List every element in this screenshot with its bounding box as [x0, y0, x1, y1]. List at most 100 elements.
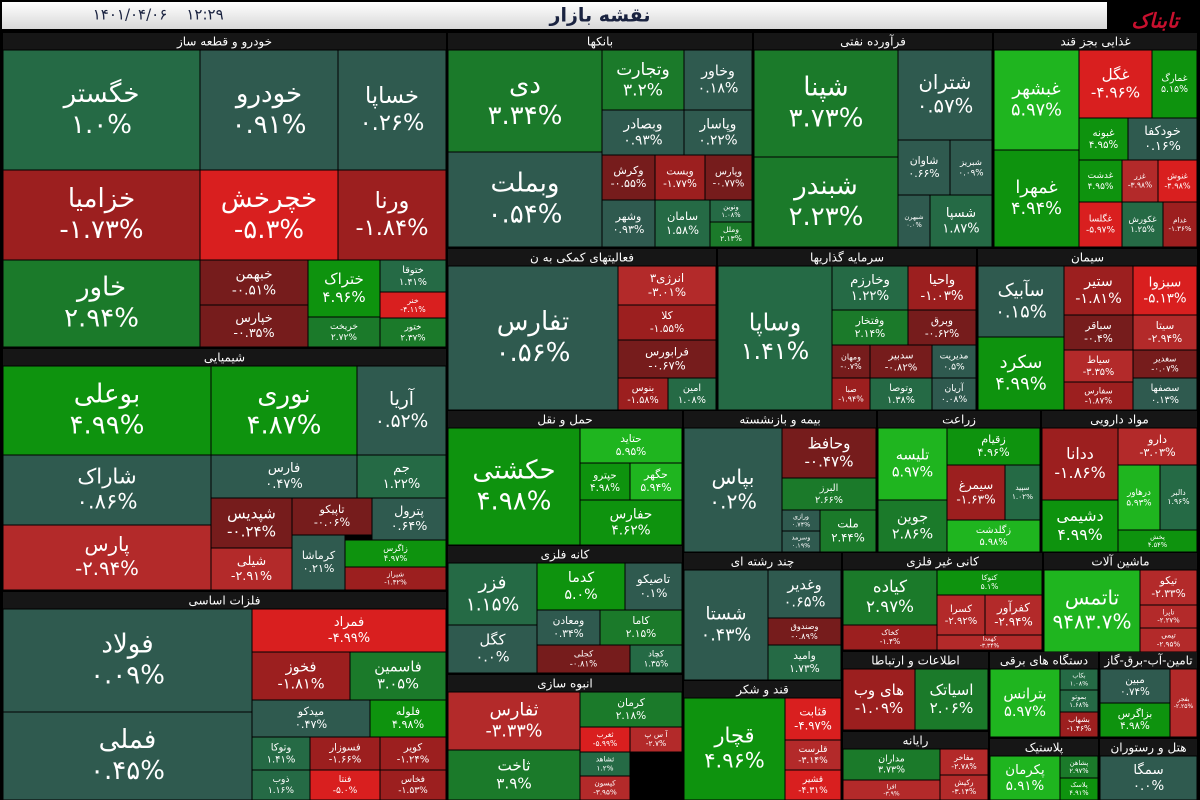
tile: [1043, 569, 1141, 653]
sector-header: [878, 411, 1040, 428]
tile-name: جوین: [897, 509, 928, 525]
tile-name: کرمان: [617, 697, 646, 709]
tile-change: ۰.۲۱%: [303, 562, 335, 575]
tile-change: ۱.۱۵%: [466, 595, 519, 616]
tile-change: ۰.۰%: [906, 221, 922, 229]
tile-change: -۳.۱۴%: [952, 787, 977, 796]
tile-name: کاما: [632, 615, 650, 627]
tile: [907, 265, 977, 311]
tile: [447, 624, 538, 674]
tile-name: سمگا: [1133, 762, 1163, 778]
tile-name: غکورش: [1128, 215, 1157, 225]
tile-change: -۱.۷۳%: [59, 215, 143, 245]
tile-change: -۰.۵۱%: [232, 283, 276, 299]
sector-header: [990, 739, 1098, 756]
tile-name: کویر: [403, 743, 422, 754]
tile-name: بنوس: [632, 383, 654, 394]
tile-change: -۲.۹۴%: [1148, 333, 1182, 345]
tile-name: غدام: [1173, 215, 1187, 224]
tile-name: وخاور: [700, 64, 735, 80]
tile-name: قلرست: [799, 745, 828, 755]
tile: [1063, 265, 1134, 316]
sector-name: کانی غیر فلزی: [906, 555, 979, 570]
tile-name: سفارس: [1084, 385, 1112, 395]
tile-name: حتاید: [620, 433, 641, 445]
tile-change: -۰.۰۷%: [1151, 364, 1178, 374]
sector-header: [994, 33, 1197, 50]
tile-change: -۲.۹۵%: [1157, 639, 1181, 648]
tile-name: خنر: [406, 296, 419, 305]
tile-change: ۵.۱%: [981, 582, 999, 591]
tile-change: ۰.۱۹%: [792, 542, 810, 549]
tile-change: ۲.۶۶%: [815, 495, 843, 506]
logo: تابناک: [1131, 9, 1181, 33]
sector-header: [1042, 411, 1197, 428]
tile-name: ومعادن: [553, 615, 585, 627]
tile-name: پارس: [84, 533, 129, 556]
tile-name: بپاس: [712, 465, 755, 489]
tile-name: خگستر: [62, 78, 140, 109]
tile-change: -۲.۹۲%: [945, 616, 977, 627]
tile: [1117, 464, 1161, 531]
tile-change: ۱.۹۶%: [1167, 497, 1189, 506]
sector-header: [1100, 739, 1197, 756]
tile: [1159, 464, 1198, 531]
tile: [379, 317, 447, 348]
tile: [356, 454, 447, 499]
tile-name: غگل: [1102, 65, 1130, 83]
tile-name: پخش: [1150, 533, 1165, 541]
tile-name: فسوزار: [328, 743, 361, 754]
sector-name: حمل و نقل: [537, 413, 592, 428]
tile-name: ثاخت: [497, 756, 530, 774]
tile-name: غگلسا: [1089, 213, 1113, 225]
tile-name: سکرد: [1000, 352, 1043, 373]
tile-change: -۰.۷۷%: [713, 178, 745, 189]
tile: [977, 336, 1065, 411]
tile: [1127, 117, 1198, 161]
sector-header: [684, 553, 841, 570]
tile-change: ۱.۰۸%: [1070, 680, 1088, 687]
tile-name: فزر: [477, 572, 506, 593]
tile-name: تفارس: [497, 307, 570, 337]
tile-name: قچار: [713, 722, 754, 747]
tile-change: ۳.۰۵%: [377, 677, 419, 693]
tile-name: ددانا: [1066, 444, 1094, 463]
tile-name: شاراک: [77, 464, 136, 489]
tile-name: حگهر: [643, 468, 668, 481]
tile-change: -۲.۷۸%: [951, 762, 977, 771]
tile-change: ۰.۵۷%: [917, 94, 973, 117]
tile-change: -۱.۴۲%: [384, 579, 407, 587]
tile-change: ۲.۹۷%: [866, 597, 914, 616]
tile-name: وسرمد: [792, 535, 811, 542]
tile: [2, 524, 212, 591]
tile-change: -۱.۸۶%: [1054, 463, 1105, 482]
tile-change: ۲.۰۶%: [930, 699, 974, 717]
tile-name: آریان: [944, 382, 963, 394]
sector-header: [718, 249, 976, 266]
tile-name: ختوقا: [402, 265, 424, 276]
tile-name: سآبیک: [998, 278, 1045, 301]
tile-change: ۰.۳۴%: [553, 628, 584, 640]
tile-change: ۱.۰۸%: [721, 211, 740, 219]
tile-name: پترول: [394, 503, 424, 519]
tile-change: -۱.۸۱%: [1075, 291, 1122, 307]
tile-name: ستیر: [1083, 274, 1113, 290]
tile-name: وتوصا: [889, 383, 913, 394]
tile-name: وخارزم: [850, 273, 890, 288]
tile-change: -۱.۹۴%: [838, 394, 864, 403]
tile-name: شپنا: [803, 72, 848, 102]
tile: [1063, 349, 1134, 383]
tile-change: ۰.۵۴%: [488, 200, 563, 230]
tile-change: -۲.۹۱%: [231, 568, 272, 583]
tile: [767, 569, 842, 619]
tile-change: ۱.۳۵%: [644, 659, 668, 669]
sector-header: [990, 652, 1098, 669]
tile-name: بشهاب: [1068, 715, 1090, 724]
tile: [984, 594, 1043, 636]
tile-name: وبملت: [491, 168, 560, 198]
tile-name: حپترو: [592, 469, 616, 481]
tile-change: -۴.۹۸%: [1164, 180, 1191, 190]
tile: [379, 769, 447, 800]
